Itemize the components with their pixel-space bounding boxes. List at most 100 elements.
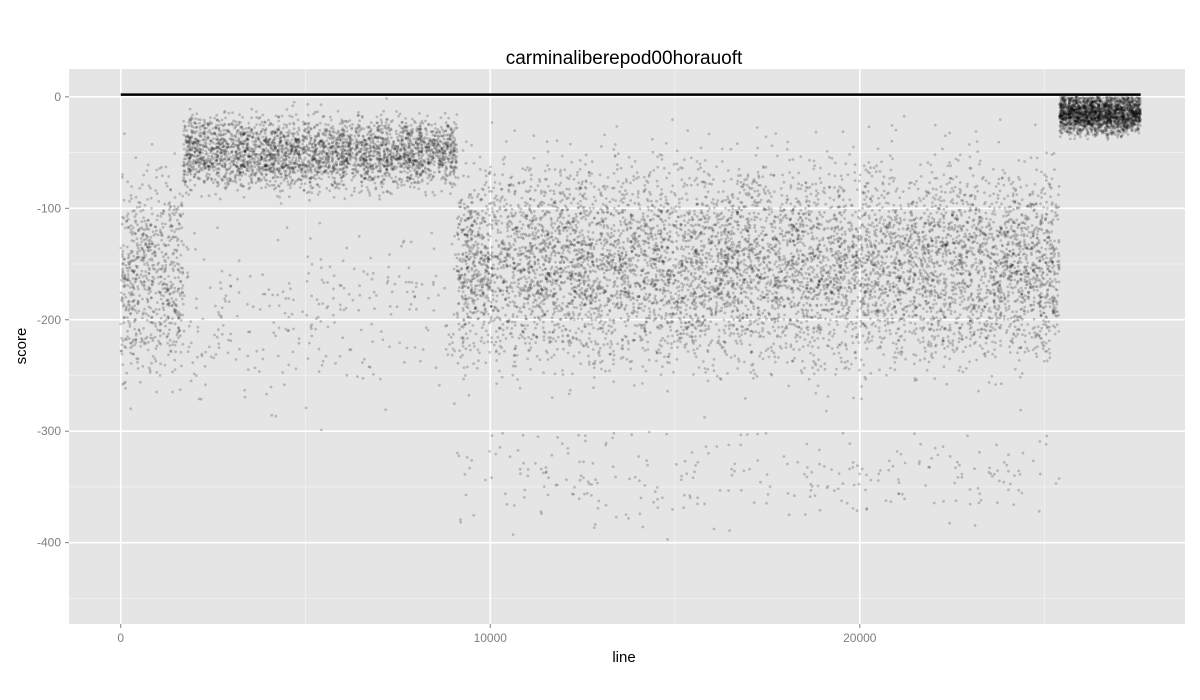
data-point (314, 150, 318, 153)
data-point (771, 325, 775, 329)
data-point (407, 132, 411, 136)
data-point (306, 357, 310, 360)
data-point (285, 143, 289, 147)
data-point (195, 297, 198, 301)
data-point (135, 266, 139, 269)
data-point (170, 321, 174, 325)
data-point (147, 242, 151, 245)
data-point (267, 123, 271, 127)
data-point (368, 154, 371, 158)
data-point (136, 287, 140, 291)
data-point (136, 255, 140, 259)
data-point (618, 246, 622, 250)
data-point (351, 138, 355, 142)
data-point (255, 123, 258, 126)
data-point (171, 370, 175, 374)
data-point (743, 332, 747, 335)
data-point (439, 125, 443, 129)
data-point (365, 146, 369, 150)
data-point (369, 150, 373, 153)
data-point (351, 171, 354, 175)
data-point (321, 165, 324, 168)
data-point (395, 110, 398, 113)
data-point (212, 131, 216, 135)
data-point (912, 362, 916, 366)
data-point (261, 147, 264, 151)
data-point (168, 239, 172, 243)
data-point (161, 302, 165, 305)
data-point (627, 342, 630, 345)
data-point (282, 166, 285, 170)
data-point (235, 139, 239, 143)
data-point (313, 169, 317, 173)
data-point (199, 397, 203, 401)
data-point (164, 269, 167, 273)
data-point (550, 320, 554, 323)
data-point (220, 269, 224, 273)
data-point (264, 185, 268, 189)
data-point (1019, 185, 1023, 189)
data-point (298, 186, 302, 189)
data-point (802, 303, 806, 307)
data-point (453, 402, 456, 405)
data-point (163, 313, 167, 317)
data-point (410, 181, 413, 185)
data-point (339, 176, 343, 180)
data-point (125, 305, 128, 309)
data-point (246, 368, 250, 371)
data-point (352, 168, 355, 171)
data-point (343, 160, 347, 164)
data-point (159, 334, 162, 338)
data-point (222, 111, 226, 114)
data-point (430, 231, 434, 235)
data-point (388, 174, 391, 178)
data-point (144, 233, 148, 237)
data-point (156, 263, 160, 266)
data-point (146, 236, 150, 239)
data-point (404, 144, 407, 148)
data-point (165, 303, 169, 307)
data-point (302, 188, 306, 192)
data-point (121, 255, 124, 259)
data-point (369, 141, 373, 145)
data-point (824, 317, 827, 321)
data-point (170, 286, 173, 289)
data-point (459, 205, 463, 209)
data-point (833, 186, 836, 189)
data-point (439, 162, 443, 165)
data-point (238, 166, 241, 170)
data-point (167, 302, 171, 306)
data-point (297, 166, 301, 169)
data-point (1003, 297, 1007, 301)
data-point (287, 297, 291, 300)
data-point (348, 119, 352, 122)
data-point (181, 179, 185, 183)
data-point (682, 328, 685, 332)
data-point (800, 327, 803, 331)
data-point (247, 182, 251, 186)
data-point (136, 285, 140, 288)
data-point (194, 168, 198, 171)
data-point (413, 181, 416, 185)
data-point (306, 102, 310, 106)
data-point (244, 153, 248, 156)
data-point (880, 160, 883, 164)
data-point (134, 308, 137, 312)
data-point (278, 140, 281, 144)
data-point (369, 158, 373, 162)
data-point (173, 368, 177, 371)
data-point (132, 271, 136, 274)
data-point (144, 270, 148, 273)
data-point (389, 155, 393, 159)
data-point (449, 170, 453, 174)
data-point (426, 137, 429, 140)
data-point (136, 360, 139, 364)
data-point (166, 315, 170, 319)
data-point (120, 336, 123, 340)
data-point (316, 153, 320, 157)
data-point (302, 148, 306, 151)
data-point (210, 121, 214, 125)
data-point (148, 286, 152, 290)
data-point (311, 149, 315, 153)
data-point (287, 282, 291, 285)
